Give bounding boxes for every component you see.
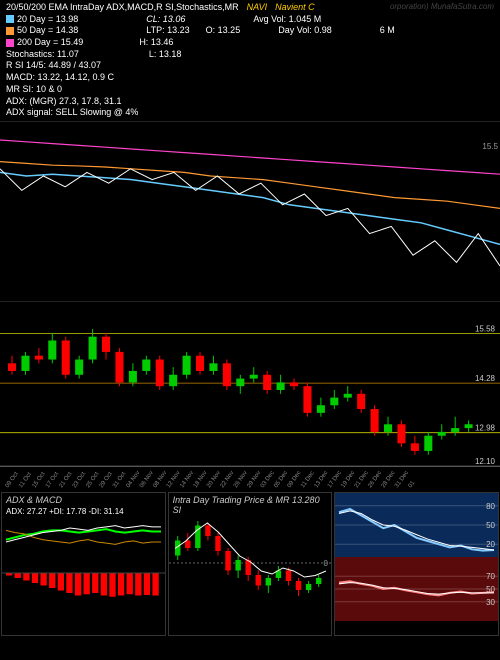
svg-text:70: 70 — [486, 572, 495, 581]
stoch-chart: 805020705030 — [335, 493, 500, 623]
high: H: 13.46 — [139, 37, 173, 49]
ema20-swatch — [6, 15, 14, 23]
ema200-swatch — [6, 39, 14, 47]
svg-text:0: 0 — [323, 559, 328, 568]
svg-text:12.10: 12.10 — [475, 457, 496, 466]
price-chart — [0, 122, 500, 302]
avgvol: Avg Vol: 1.045 M — [253, 14, 321, 26]
svg-text:20: 20 — [486, 540, 495, 549]
ltp: LTP: 13.23 — [146, 25, 189, 37]
close-val: CL: 13.06 — [146, 14, 185, 26]
adx-chart — [2, 493, 167, 613]
ema200-label: 200 Day = 15.49 — [17, 37, 83, 47]
ema50-swatch — [6, 27, 14, 35]
macd-label: MACD: 13.22, 14.12, 0.9 C — [6, 72, 494, 84]
svg-text:11 Oct: 11 Oct — [18, 471, 33, 489]
candle-panel: 15.5814.2812.9812.1009 Oct11 Oct15 Oct17… — [0, 301, 500, 491]
svg-text:30: 30 — [486, 598, 495, 607]
svg-text:01: 01 — [408, 480, 417, 489]
intra-chart: 0 — [169, 493, 334, 623]
dayvol: Day Vol: 0.98 — [278, 25, 332, 37]
svg-text:14.28: 14.28 — [475, 374, 496, 383]
mr-label: MR SI: 10 & 0 — [6, 84, 494, 96]
svg-text:12.98: 12.98 — [475, 424, 496, 433]
price-ylabel: 15.5 — [482, 142, 498, 151]
symbol: NAVI — [247, 2, 268, 14]
watermark: orporation) MunafaSutra.com — [390, 2, 494, 11]
sub-adx: ADX & MACD ADX: 27.27 +DI: 17.78 -DI: 31… — [1, 492, 166, 636]
ema50-label: 50 Day = 14.38 — [17, 25, 78, 35]
stoch-label: Stochastics: 11.07 — [6, 49, 79, 61]
desc: Navient C — [275, 2, 315, 14]
vol6m: 6 M — [380, 25, 395, 37]
title-line: 20/50/200 EMA IntraDay ADX,MACD,R SI,Sto… — [6, 2, 239, 14]
candle-chart: 15.5814.2812.9812.1009 Oct11 Oct15 Oct17… — [0, 302, 500, 492]
adx-signal: ADX signal: SELL Slowing @ 4% — [6, 107, 494, 119]
price-panel: 15.5 — [0, 121, 500, 301]
sub-intra: Intra Day Trading Price & MR 13.280 SI 0 — [168, 492, 333, 636]
rsi-label: R SI 14/5: 44.89 / 43.07 — [6, 60, 494, 72]
ema20-label: 20 Day = 13.98 — [17, 14, 78, 24]
svg-text:15.58: 15.58 — [475, 324, 496, 333]
open: O: 13.25 — [206, 25, 241, 37]
adx-label: ADX: (MGR) 27.3, 17.8, 31.1 — [6, 96, 494, 108]
svg-text:50: 50 — [486, 521, 495, 530]
sub-stoch: Stochastics & R SI 805020705030 — [334, 492, 499, 636]
header-block: 20/50/200 EMA IntraDay ADX,MACD,R SI,Sto… — [0, 0, 500, 121]
low: L: 13.18 — [149, 49, 182, 61]
svg-text:80: 80 — [486, 502, 495, 511]
sub-panels: ADX & MACD ADX: 27.27 +DI: 17.78 -DI: 31… — [0, 491, 500, 637]
